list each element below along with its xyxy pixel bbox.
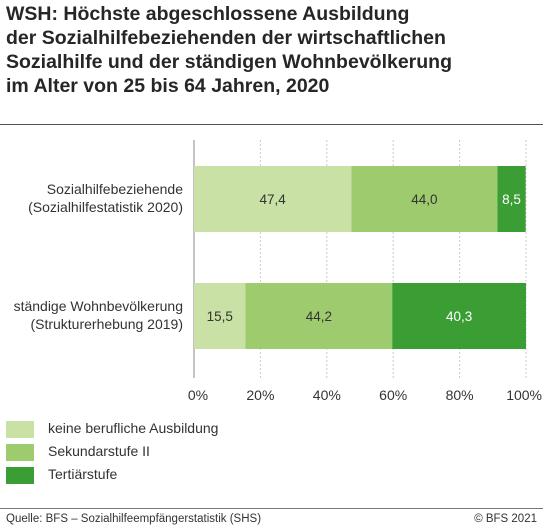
title-line: der Sozialhilfebeziehenden der wirtschaf… — [6, 27, 446, 49]
legend-swatch — [6, 444, 34, 461]
bar-segment — [497, 166, 526, 232]
title-line: WSH: Höchste abgeschlossene Ausbildung — [6, 3, 410, 25]
x-tick-label: 60% — [379, 387, 407, 403]
x-tick-label: 80% — [446, 387, 474, 403]
bar-segment — [351, 166, 498, 232]
category-label: (Strukturerhebung 2019) — [30, 316, 183, 332]
legend-swatch — [6, 467, 34, 484]
bar-value-label: 15,5 — [207, 309, 233, 324]
legend-label: Tertiärstufe — [48, 466, 118, 482]
title-divider — [0, 124, 543, 125]
x-tick-label: 40% — [313, 387, 341, 403]
bar-value-label: 40,3 — [446, 309, 472, 324]
chart-title: WSH: Höchste abgeschlossene Ausbildung d… — [6, 2, 536, 98]
legend-label: keine berufliche Ausbildung — [48, 420, 219, 436]
bar-value-label: 47,4 — [260, 192, 287, 207]
bar-value-label: 44,0 — [411, 192, 437, 207]
title-line: im Alter von 25 bis 64 Jahren, 2020 — [6, 75, 330, 97]
legend-item: keine berufliche Ausbildung — [6, 419, 306, 442]
stacked-bar-chart: 47,4 44,0 8,5 Sozialhilfebeziehende (Sozialh… — [14, 140, 542, 403]
x-tick-label: 0% — [188, 387, 208, 403]
chart-legend: keine berufliche Ausbildung Sekundarstufe… — [6, 419, 306, 488]
x-tick-label: 100% — [506, 387, 542, 403]
bar-segment — [194, 166, 352, 232]
title-line: Sozialhilfe und der ständigen Wohnbevölk… — [6, 51, 453, 73]
bar-segment — [245, 283, 393, 349]
legend-item: Sekundarstufe II — [6, 442, 306, 465]
category-label: ständige Wohnbevölkerung — [14, 298, 183, 314]
legend-label: Sekundarstufe II — [48, 443, 150, 459]
source-note: Quelle: BFS – Sozialhilfeempfängerstatis… — [6, 513, 262, 525]
x-tick-label: 20% — [246, 387, 274, 403]
bar-segment — [392, 283, 526, 349]
legend-swatch — [6, 421, 34, 438]
bar-segment — [194, 283, 246, 349]
category-label: (Sozialhilfestatistik 2020) — [28, 199, 183, 215]
category-label: Sozialhilfebeziehende — [47, 181, 183, 197]
bar-value-label: 44,2 — [306, 309, 332, 324]
copyright-note: © BFS 2021 — [474, 513, 537, 525]
bar-value-label: 8,5 — [502, 192, 521, 207]
legend-item: Tertiärstufe — [6, 465, 306, 488]
footer-divider — [0, 508, 543, 509]
